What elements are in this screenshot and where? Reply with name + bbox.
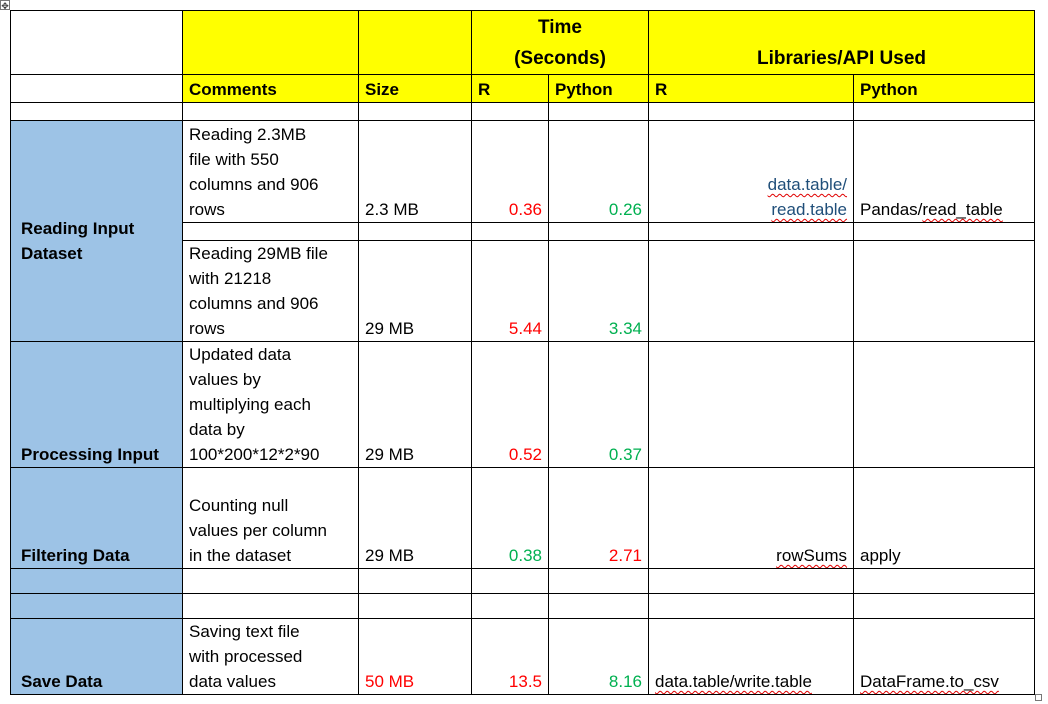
header-time-line1: Time <box>538 17 583 38</box>
r-library-cell: rowSums <box>648 467 855 569</box>
python-time-cell: 8.16 <box>547 618 650 695</box>
comment-cell: Counting null values per column in the d… <box>182 467 359 569</box>
header-fill-comments <box>182 10 359 75</box>
table-row-save: Save Data Saving text file with processe… <box>10 618 1036 695</box>
python-library-cell <box>853 240 1036 342</box>
category-save: Save Data <box>10 618 183 695</box>
size-cell: 29 MB <box>358 467 472 569</box>
category-reading-line1: Reading Input <box>21 219 135 238</box>
comment-cell: Saving text file with processed data val… <box>182 618 359 695</box>
python-time-cell: 3.34 <box>547 240 650 342</box>
r-time-cell: 5.44 <box>471 240 549 342</box>
header-fill-size <box>358 10 472 75</box>
r-library-cell <box>648 341 855 468</box>
table-row-processing: Processing Input Updated data values by … <box>10 341 1036 468</box>
col-r-time: R <box>471 74 549 103</box>
python-time-cell: 2.71 <box>547 467 650 569</box>
python-time-cell: 0.37 <box>547 341 650 468</box>
col-python-time: Python <box>547 74 650 103</box>
comment-cell: Reading 29MB file with 21218 columns and… <box>182 240 359 342</box>
table-row-reading-1: Reading Input Dataset Reading 2.3MB file… <box>10 120 1036 342</box>
comment-cell: Reading 2.3MB file with 550 columns and … <box>182 120 359 223</box>
python-time-cell: 0.26 <box>547 120 650 223</box>
comment-cell: Updated data values by multiplying each … <box>182 341 359 468</box>
r-library-cell: data.table/ read.table <box>648 120 855 223</box>
corner-cell-sub <box>10 74 183 103</box>
header-time: Time (Seconds) <box>470 10 650 75</box>
category-reading: Reading Input Dataset <box>10 120 183 342</box>
table-row-filtering: Filtering Data Counting null values per … <box>10 467 1036 569</box>
python-library-cell: DataFrame.to_csv <box>853 618 1036 695</box>
table-move-handle-icon[interactable]: ✥ <box>0 0 10 11</box>
r-time-cell: 13.5 <box>471 618 549 695</box>
blank-row <box>10 568 1036 594</box>
category-processing: Processing Input <box>10 341 183 468</box>
python-library-cell: Pandas/read_table <box>853 120 1036 223</box>
table-resize-handle-icon[interactable] <box>1035 694 1042 701</box>
col-python-library: Python <box>853 74 1036 103</box>
blank-row <box>10 593 1036 619</box>
size-cell: 29 MB <box>358 341 472 468</box>
category-reading-line2: Dataset <box>21 244 83 263</box>
size-cell: 2.3 MB <box>358 120 472 223</box>
header-row-top: Time (Seconds) Libraries/API Used <box>10 10 1036 75</box>
r-library-cell: data.table/write.table <box>648 618 855 695</box>
header-libraries: Libraries/API Used <box>648 10 1036 75</box>
col-comments: Comments <box>182 74 359 103</box>
category-filtering: Filtering Data <box>10 467 183 569</box>
r-time-cell: 0.36 <box>471 120 549 223</box>
spacer-row <box>10 102 1036 121</box>
r-time-cell: 0.52 <box>471 341 549 468</box>
benchmark-table: Time (Seconds) Libraries/API Used Commen… <box>10 10 1036 695</box>
r-time-cell: 0.38 <box>471 467 549 569</box>
size-cell: 29 MB <box>358 240 472 342</box>
spacer-row-reading <box>11 222 1036 241</box>
col-r-library: R <box>648 74 855 103</box>
size-cell: 50 MB <box>358 618 472 695</box>
header-row-sub: Comments Size R Python R Python <box>10 74 1036 103</box>
python-library-cell: apply <box>853 467 1036 569</box>
table-row-reading-2: Reading 29MB file with 21218 columns and… <box>11 240 1036 342</box>
col-size: Size <box>358 74 472 103</box>
python-library-cell <box>853 341 1036 468</box>
corner-cell <box>10 10 183 75</box>
r-library-cell <box>648 240 855 342</box>
header-time-line2: (Seconds) <box>514 48 606 69</box>
